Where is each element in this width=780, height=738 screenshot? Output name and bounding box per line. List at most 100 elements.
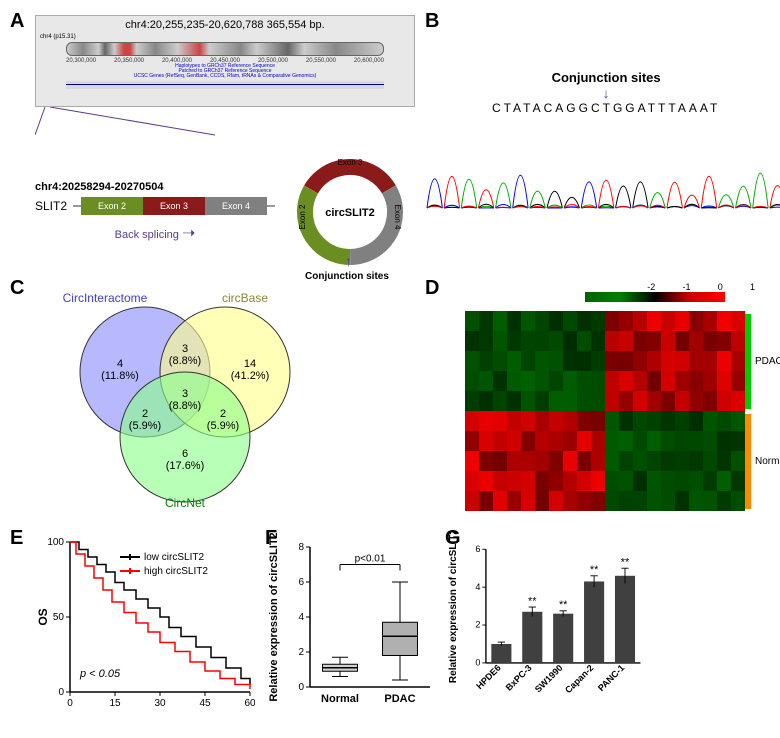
svg-text:low circSLIT2: low circSLIT2 bbox=[144, 552, 204, 563]
track-note3: UCSC Genes (RefSeq, GenBank, CCDS, Rfam,… bbox=[36, 74, 414, 79]
panel-c-label: C bbox=[10, 277, 24, 300]
svg-text:Relative expression of circSLI: Relative expression of circSLIT2 bbox=[268, 532, 280, 701]
pdac-bar bbox=[745, 314, 751, 409]
ideogram bbox=[66, 42, 384, 56]
svg-text:**: ** bbox=[528, 595, 537, 607]
km-svg: 050100015304560OSlow circSLIT2high circS… bbox=[35, 532, 255, 712]
bottom-row: E 050100015304560OSlow circSLIT2high cir… bbox=[10, 527, 780, 717]
svg-text:14: 14 bbox=[244, 358, 256, 370]
svg-text:**: ** bbox=[559, 599, 568, 611]
heatmap-legend bbox=[445, 292, 725, 307]
sequence: CTATACAGGCTGGATTTAAAT bbox=[425, 101, 780, 115]
svg-text:0: 0 bbox=[475, 658, 480, 668]
circ-svg: circSLIT2 Exon 2 Exon 3 Exon 4 bbox=[295, 157, 405, 267]
panel-e-label: E bbox=[10, 527, 23, 550]
circ-exon4-label: Exon 4 bbox=[393, 205, 402, 230]
svg-text:30: 30 bbox=[154, 698, 166, 709]
gene-track bbox=[66, 81, 384, 89]
svg-text:3: 3 bbox=[182, 388, 188, 400]
circ-exon3-label: Exon 3 bbox=[338, 158, 363, 167]
conj-arrow-icon: ↑ bbox=[345, 253, 352, 269]
circ-diagram: circSLIT2 Exon 2 Exon 3 Exon 4 ↑ Conjunc… bbox=[295, 157, 405, 267]
svg-text:6: 6 bbox=[298, 577, 304, 588]
svg-text:**: ** bbox=[621, 556, 630, 568]
svg-text:6: 6 bbox=[182, 448, 188, 460]
panel-f: F 02468Relative expression of circSLIT2N… bbox=[265, 527, 435, 717]
panel-f-label: F bbox=[265, 527, 277, 550]
svg-text:2: 2 bbox=[475, 620, 480, 630]
panel-e: E 050100015304560OSlow circSLIT2high cir… bbox=[10, 527, 255, 717]
svg-text:(41.2%): (41.2%) bbox=[231, 370, 270, 382]
svg-text:p < 0.05: p < 0.05 bbox=[79, 668, 121, 680]
bar-svg: 0246Relative expression of circSLIT2HPDE… bbox=[445, 532, 645, 712]
svg-text:2: 2 bbox=[298, 647, 304, 658]
box-svg: 02468Relative expression of circSLIT2Nor… bbox=[265, 532, 435, 712]
svg-text:2: 2 bbox=[220, 408, 226, 420]
svg-text:60: 60 bbox=[244, 698, 255, 709]
exon3: Exon 3 bbox=[143, 197, 205, 215]
panel-b: B Conjunction sites ↓ CTATACAGGCTGGATTTA… bbox=[425, 10, 780, 267]
exon2: Exon 2 bbox=[81, 197, 143, 215]
connector-lines bbox=[35, 107, 415, 137]
panel-c: C CircInteractome circBase CircNet 4(11.8%)… bbox=[10, 277, 415, 517]
svg-text:6: 6 bbox=[475, 544, 480, 554]
svg-text:(17.6%): (17.6%) bbox=[166, 460, 205, 472]
svg-text:0: 0 bbox=[298, 682, 304, 693]
svg-text:(8.8%): (8.8%) bbox=[169, 355, 201, 367]
svg-text:Relative expression of circSLI: Relative expression of circSLIT2 bbox=[448, 532, 459, 683]
normal-label: Normal bbox=[755, 456, 780, 467]
back-splicing-label: Back splicing ➝ bbox=[115, 223, 196, 243]
svg-text:4: 4 bbox=[475, 582, 480, 592]
svg-text:0: 0 bbox=[67, 698, 73, 709]
exon4: Exon 4 bbox=[205, 197, 267, 215]
slit-diagram: chr4:20258294-20270504 SLIT2 Exon 2 Exon… bbox=[35, 157, 415, 267]
panel-a-label: A bbox=[10, 10, 24, 33]
genome-title: chr4:20,255,235-20,620,788 365,554 bp. bbox=[36, 16, 414, 34]
gene-name: SLIT2 bbox=[35, 199, 67, 213]
pdac-label: PDAC bbox=[755, 356, 780, 367]
panel-g-label: G bbox=[445, 527, 461, 550]
svg-text:2: 2 bbox=[142, 408, 148, 420]
linear-gene: chr4:20258294-20270504 SLIT2 Exon 2 Exon… bbox=[35, 181, 275, 243]
circ-exon2-label: Exon 2 bbox=[298, 204, 307, 229]
figure-grid: A chr4:20,255,235-20,620,788 365,554 bp.… bbox=[10, 10, 770, 717]
svg-text:(5.9%): (5.9%) bbox=[129, 420, 161, 432]
svg-text:4: 4 bbox=[117, 358, 123, 370]
panel-b-label: B bbox=[425, 10, 439, 33]
svg-text:0: 0 bbox=[58, 687, 64, 698]
exon-row: SLIT2 Exon 2 Exon 3 Exon 4 bbox=[35, 197, 275, 215]
svg-text:SW1990: SW1990 bbox=[533, 663, 565, 695]
heatmap-svg bbox=[465, 311, 745, 511]
conj-title: Conjunction sites bbox=[425, 70, 780, 85]
normal-bar bbox=[745, 414, 751, 509]
svg-text:Normal: Normal bbox=[321, 693, 359, 705]
coord-label: chr4:20258294-20270504 bbox=[35, 181, 163, 193]
svg-text:Capan-2: Capan-2 bbox=[563, 663, 595, 695]
svg-text:100: 100 bbox=[47, 537, 64, 548]
svg-text:(8.8%): (8.8%) bbox=[169, 400, 201, 412]
svg-text:CircInteractome: CircInteractome bbox=[63, 291, 148, 305]
svg-text:3: 3 bbox=[182, 343, 188, 355]
svg-text:BxPC-3: BxPC-3 bbox=[504, 663, 534, 693]
svg-text:50: 50 bbox=[53, 612, 65, 623]
svg-text:PANC-1: PANC-1 bbox=[596, 663, 626, 693]
genome-browser: chr4:20,255,235-20,620,788 365,554 bp. c… bbox=[35, 15, 415, 107]
panel-d: D -2-1012 PDAC Normal bbox=[425, 277, 780, 517]
svg-text:OS: OS bbox=[36, 608, 50, 625]
svg-text:4: 4 bbox=[298, 612, 304, 623]
chromatogram bbox=[425, 120, 780, 210]
svg-text:PDAC: PDAC bbox=[384, 693, 415, 705]
circ-name: circSLIT2 bbox=[325, 207, 375, 219]
panel-d-label: D bbox=[425, 277, 439, 300]
down-arrow-icon: ↓ bbox=[425, 85, 780, 101]
svg-text:CircNet: CircNet bbox=[165, 496, 206, 510]
svg-text:high circSLIT2: high circSLIT2 bbox=[144, 566, 208, 577]
svg-text:**: ** bbox=[590, 564, 599, 576]
svg-text:p<0.01: p<0.01 bbox=[355, 554, 386, 565]
svg-text:circBase: circBase bbox=[222, 291, 268, 305]
panel-a: A chr4:20,255,235-20,620,788 365,554 bp.… bbox=[10, 10, 415, 267]
svg-text:(5.9%): (5.9%) bbox=[207, 420, 239, 432]
svg-text:15: 15 bbox=[109, 698, 121, 709]
panel-g: G 0246Relative expression of circSLIT2HP… bbox=[445, 527, 645, 717]
svg-text:(11.8%): (11.8%) bbox=[101, 370, 139, 382]
